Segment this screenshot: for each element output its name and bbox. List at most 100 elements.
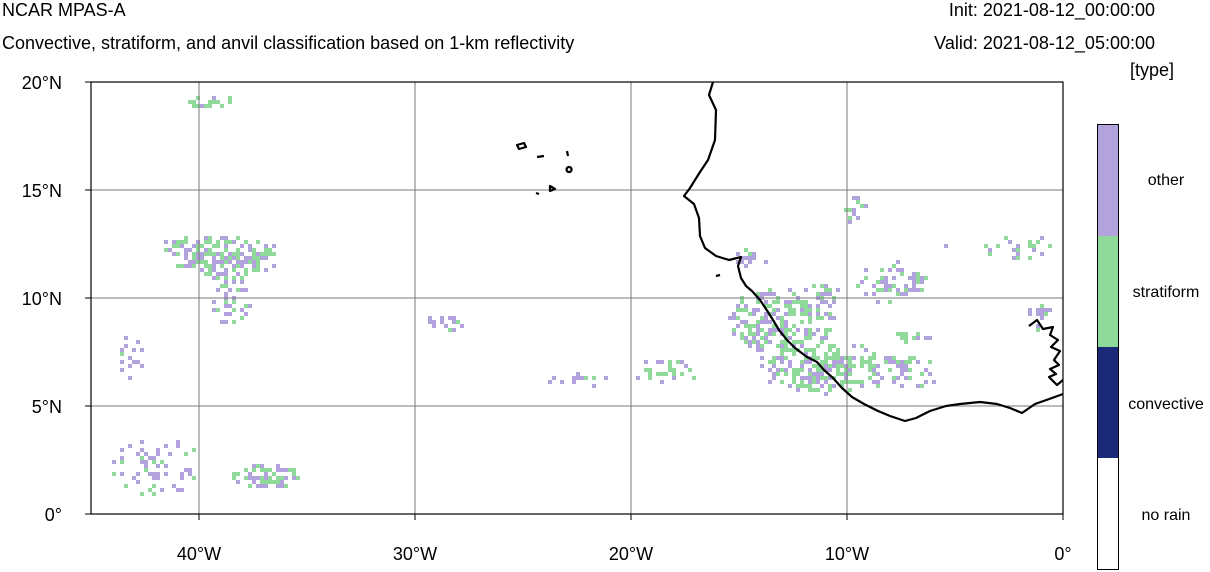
precip-pixel [744, 324, 748, 328]
precip-pixel [792, 372, 796, 376]
precip-pixel [756, 324, 760, 328]
precip-pixel [296, 476, 300, 480]
precip-pixel [784, 348, 788, 352]
precip-pixel [160, 488, 164, 492]
precip-pixel [808, 316, 812, 320]
precip-pixel [804, 384, 808, 388]
precip-pixel [112, 460, 116, 464]
precip-pixel [816, 312, 820, 316]
precip-pixel [232, 276, 236, 280]
precip-pixel [760, 320, 764, 324]
plot-title: NCAR MPAS-A [2, 0, 126, 20]
precip-pixel [180, 244, 184, 248]
precip-pixel [824, 360, 828, 364]
precip-pixel [808, 304, 812, 308]
precip-pixel [816, 372, 820, 376]
precip-pixel [244, 304, 248, 308]
precip-pixel [152, 456, 156, 460]
precip-pixel [824, 356, 828, 360]
precip-pixel [136, 452, 140, 456]
precip-pixel [276, 476, 280, 480]
precip-pixel [224, 304, 228, 308]
precip-pixel [288, 468, 292, 472]
precip-pixel [164, 464, 168, 468]
precip-pixel [592, 384, 596, 388]
precip-pixel [808, 320, 812, 324]
precip-pixel [228, 100, 232, 104]
precip-pixel [264, 244, 268, 248]
precip-pixel [576, 372, 580, 376]
precip-pixel [836, 372, 840, 376]
precip-pixel [756, 308, 760, 312]
precip-pixel [768, 340, 772, 344]
precip-pixel [208, 268, 212, 272]
precip-pixel [192, 448, 196, 452]
precip-pixel [644, 360, 648, 364]
precip-pixel [252, 476, 256, 480]
precip-pixel [888, 288, 892, 292]
precip-pixel [756, 344, 760, 348]
precip-pixel [740, 308, 744, 312]
precip-pixel [1048, 308, 1052, 312]
precip-pixel [676, 360, 680, 364]
precip-pixel [920, 372, 924, 376]
precip-pixel [244, 288, 248, 292]
precip-pixel [764, 332, 768, 336]
precip-pixel [744, 336, 748, 340]
precip-pixel [184, 452, 188, 456]
precip-pixel [268, 252, 272, 256]
precip-pixel [912, 288, 916, 292]
precip-pixel [804, 360, 808, 364]
precip-pixel [252, 480, 256, 484]
precip-pixel [864, 292, 868, 296]
precip-pixel [680, 360, 684, 364]
precip-pixel [876, 280, 880, 284]
precip-pixel [240, 260, 244, 264]
precip-pixel [896, 376, 900, 380]
precip-pixel [244, 260, 248, 264]
precip-pixel [636, 376, 640, 380]
precip-pixel [240, 288, 244, 292]
legend-swatch-other [1098, 125, 1118, 236]
precip-pixel [904, 292, 908, 296]
precip-pixel [128, 376, 132, 380]
precip-pixel [780, 352, 784, 356]
precip-pixel [228, 260, 232, 264]
precip-pixel [764, 304, 768, 308]
precip-pixel [792, 300, 796, 304]
precip-pixel [128, 364, 132, 368]
precip-pixel [820, 284, 824, 288]
precip-pixel [792, 368, 796, 372]
precip-pixel [772, 372, 776, 376]
precip-pixel [824, 312, 828, 316]
precip-pixel [228, 240, 232, 244]
legend-label-convective: convective [1128, 396, 1204, 413]
precip-pixel [252, 468, 256, 472]
precip-pixel [140, 348, 144, 352]
precip-pixel [752, 332, 756, 336]
precip-pixel [232, 300, 236, 304]
precip-pixel [860, 280, 864, 284]
precip-pixel [148, 488, 152, 492]
precip-pixel [220, 236, 224, 240]
precip-pixel [236, 260, 240, 264]
precip-pixel [828, 304, 832, 308]
precip-pixel [840, 360, 844, 364]
precip-pixel [1016, 256, 1020, 260]
precip-pixel [220, 284, 224, 288]
precip-pixel [876, 288, 880, 292]
precip-pixel [776, 356, 780, 360]
precip-pixel [224, 292, 228, 296]
precip-pixel [256, 260, 260, 264]
precip-pixel [792, 380, 796, 384]
precip-pixel [672, 376, 676, 380]
precip-pixel [188, 100, 192, 104]
legend-label-no-rain: no rain [1141, 507, 1191, 524]
precip-pixel [860, 360, 864, 364]
precip-pixel [780, 344, 784, 348]
precip-pixel [428, 316, 432, 320]
precip-pixel [904, 364, 908, 368]
precip-pixel [432, 324, 436, 328]
precip-pixel [1016, 244, 1020, 248]
precip-pixel [752, 308, 756, 312]
